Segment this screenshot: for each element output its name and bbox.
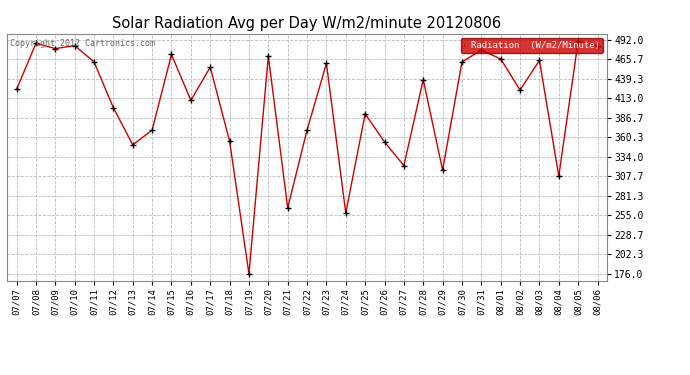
Text: Copyright 2012 Cartronics.com: Copyright 2012 Cartronics.com: [10, 39, 155, 48]
Legend: Radiation  (W/m2/Minute): Radiation (W/m2/Minute): [461, 38, 602, 53]
Title: Solar Radiation Avg per Day W/m2/minute 20120806: Solar Radiation Avg per Day W/m2/minute …: [112, 16, 502, 31]
